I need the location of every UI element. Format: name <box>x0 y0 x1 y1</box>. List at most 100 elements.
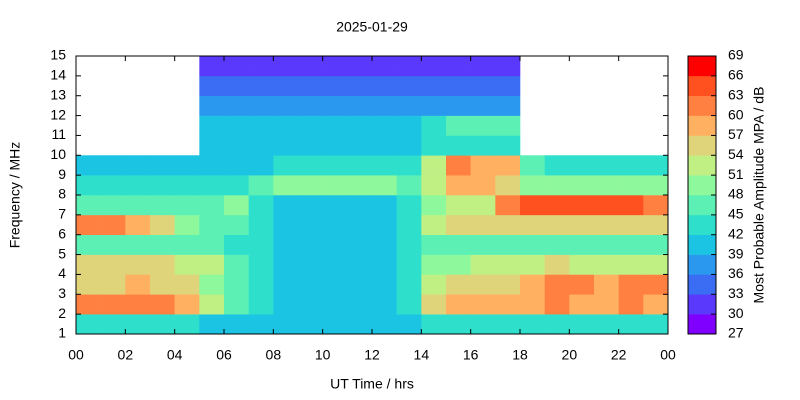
heat-cell <box>544 214 570 236</box>
heat-cell <box>248 314 274 335</box>
heat-cell <box>174 175 200 196</box>
heat-cell <box>618 294 644 315</box>
x-tick-label: 20 <box>562 347 578 363</box>
colorbar-tick-label: 30 <box>728 305 744 321</box>
heat-cell <box>470 214 496 236</box>
heat-cell <box>125 314 151 335</box>
heat-cell <box>446 95 471 116</box>
heat-cell <box>495 56 521 77</box>
heat-cell <box>569 314 595 335</box>
x-tick-label: 08 <box>266 347 282 363</box>
heat-cell <box>396 95 422 116</box>
heat-cell <box>421 56 447 77</box>
heat-cell <box>273 294 299 315</box>
heat-cell <box>125 175 151 196</box>
heat-cell <box>421 234 447 255</box>
heat-cell <box>150 314 175 335</box>
heat-cell <box>470 175 496 196</box>
heat-cell <box>372 234 397 255</box>
heat-cell <box>199 135 225 156</box>
y-tick-label: 7 <box>58 206 66 222</box>
colorbar-tick-label: 36 <box>728 265 744 281</box>
heat-cell <box>273 175 299 196</box>
heat-cell <box>100 314 126 335</box>
heat-cell <box>396 234 422 255</box>
heat-cell <box>396 56 422 77</box>
heat-cell <box>322 214 348 236</box>
heat-cell <box>298 274 323 295</box>
heat-cell <box>273 314 299 335</box>
heat-cell <box>224 75 249 97</box>
heat-cell <box>273 254 299 275</box>
heat-cell <box>495 155 521 176</box>
heat-cell <box>396 294 422 315</box>
heat-cell <box>224 195 249 216</box>
heat-cell <box>322 274 348 295</box>
heat-cell <box>446 75 471 97</box>
heat-cell <box>199 75 225 97</box>
heat-cell <box>643 294 669 315</box>
heat-cell <box>273 75 299 97</box>
heat-cell <box>248 95 274 116</box>
heat-cell <box>396 135 422 156</box>
y-tick-label: 5 <box>58 245 66 261</box>
heat-cell <box>224 95 249 116</box>
heat-cell <box>569 214 595 236</box>
heat-cell <box>125 155 151 176</box>
heat-cell <box>594 175 619 196</box>
heat-cell <box>125 234 151 255</box>
heat-cell <box>322 135 348 156</box>
heat-cell <box>76 155 101 176</box>
heat-cell <box>199 234 225 255</box>
heat-cell <box>347 175 373 196</box>
heat-cell <box>618 274 644 295</box>
heat-cell <box>495 115 521 136</box>
heat-cell <box>199 314 225 335</box>
heat-cell <box>100 254 126 275</box>
heat-cell <box>224 314 249 335</box>
heat-cell <box>446 56 471 77</box>
x-tick-label: 16 <box>463 347 479 363</box>
heat-cell <box>495 175 521 196</box>
heat-cell <box>347 115 373 136</box>
heat-cell <box>298 175 323 196</box>
heat-cell <box>298 95 323 116</box>
x-axis-label: UT Time / hrs <box>330 376 414 392</box>
heat-cell <box>100 175 126 196</box>
heat-cell <box>150 214 175 236</box>
heat-cell <box>150 195 175 216</box>
heat-cell <box>569 155 595 176</box>
heat-cell <box>520 214 545 236</box>
heat-cell <box>298 155 323 176</box>
heat-cell <box>248 254 274 275</box>
heat-cell <box>298 56 323 77</box>
heat-cell <box>76 234 101 255</box>
heat-cell <box>594 214 619 236</box>
colorbar-tick-label: 57 <box>728 126 744 142</box>
heat-cell <box>594 155 619 176</box>
x-tick-label: 00 <box>68 347 84 363</box>
heat-cell <box>421 214 447 236</box>
heat-cell <box>569 195 595 216</box>
heat-cell <box>347 155 373 176</box>
heat-cell <box>273 195 299 216</box>
heat-cell <box>322 155 348 176</box>
heat-cell <box>273 56 299 77</box>
heat-cell <box>569 274 595 295</box>
heat-cell <box>569 234 595 255</box>
heat-cell <box>421 135 447 156</box>
heat-cell <box>569 175 595 196</box>
heat-cell <box>224 135 249 156</box>
x-tick-label: 12 <box>364 347 380 363</box>
heat-cell <box>495 95 521 116</box>
colorbar-tick-label: 54 <box>728 146 744 162</box>
heat-cell <box>618 155 644 176</box>
heat-cell <box>643 274 669 295</box>
heat-cell <box>618 195 644 216</box>
colorbar-segment <box>688 214 716 236</box>
heat-cell <box>125 214 151 236</box>
heat-cell <box>199 214 225 236</box>
heat-cell <box>520 234 545 255</box>
x-tick-label: 04 <box>167 347 183 363</box>
heat-cell <box>298 195 323 216</box>
